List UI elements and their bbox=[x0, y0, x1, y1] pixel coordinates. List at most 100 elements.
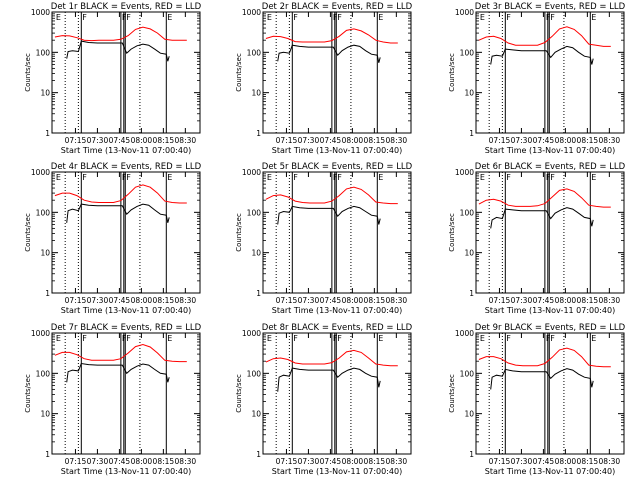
event-marker-label: F bbox=[293, 334, 298, 343]
series-line-events bbox=[277, 205, 381, 225]
event-marker-label: E bbox=[378, 13, 383, 22]
series-line-lld bbox=[54, 26, 187, 42]
y-axis-label: Counts/sec bbox=[235, 374, 243, 413]
y-tick-label: 10 bbox=[251, 89, 261, 98]
x-tick-label: 07:45 bbox=[109, 457, 131, 466]
plot-frame bbox=[262, 11, 412, 134]
event-marker-label: F bbox=[506, 173, 511, 182]
y-tick-label: 1000 bbox=[455, 8, 474, 17]
series-line-lld bbox=[54, 184, 187, 204]
y-tick-label: 1000 bbox=[455, 329, 474, 338]
x-tick-label: 07:15 bbox=[65, 136, 87, 145]
panel-title: Det 1r BLACK = Events, RED = LLD bbox=[51, 2, 202, 12]
series-line-lld bbox=[265, 349, 398, 367]
plot-frame bbox=[475, 332, 625, 455]
event-marker-label: F bbox=[126, 334, 131, 343]
x-tick-label: 07:45 bbox=[109, 296, 131, 305]
y-tick-label: 1 bbox=[45, 289, 50, 298]
panel-title: Det 9r BLACK = Events, RED = LLD bbox=[475, 323, 626, 333]
event-marker-label: E bbox=[378, 173, 383, 182]
series-line-lld bbox=[54, 343, 187, 363]
x-tick-label: 08:30 bbox=[386, 457, 408, 466]
event-marker-label: F bbox=[82, 334, 87, 343]
event-marker-label: F bbox=[506, 13, 511, 22]
x-axis-label: Start Time (13-Nov-11 07:00:40) bbox=[272, 467, 402, 476]
x-tick-label: 08:00 bbox=[342, 136, 364, 145]
x-tick-label: 07:30 bbox=[511, 296, 533, 305]
x-tick-label: 08:15 bbox=[153, 136, 175, 145]
series-line-events bbox=[66, 203, 170, 223]
panel-9: Det 9r BLACK = Events, RED = LLD 1 10 100 10… bbox=[448, 323, 626, 476]
panel-7: Det 7r BLACK = Events, RED = LLD 1 10 100 10… bbox=[24, 323, 202, 476]
event-marker-label: E bbox=[267, 334, 272, 343]
x-tick-label: 07:30 bbox=[298, 296, 320, 305]
x-tick-label: 07:45 bbox=[533, 136, 555, 145]
y-axis-label: Counts/sec bbox=[24, 53, 32, 92]
y-tick-label: 1 bbox=[256, 129, 261, 138]
plot-frame bbox=[51, 332, 201, 455]
panel-1: Det 1r BLACK = Events, RED = LLD 1 10 100 10… bbox=[24, 2, 202, 155]
series-line-lld bbox=[478, 347, 611, 368]
event-marker-label: F bbox=[333, 173, 338, 182]
x-tick-label: 07:15 bbox=[489, 457, 511, 466]
x-tick-label: 07:30 bbox=[511, 136, 533, 145]
series-line-lld bbox=[265, 186, 398, 205]
event-marker-label: F bbox=[333, 13, 338, 22]
y-tick-label: 100 bbox=[36, 369, 51, 378]
x-tick-label: 08:30 bbox=[599, 136, 621, 145]
x-tick-label: 08:00 bbox=[131, 457, 153, 466]
event-marker-label: F bbox=[122, 173, 127, 182]
y-tick-label: 10 bbox=[251, 249, 261, 258]
series-line-events bbox=[66, 362, 170, 383]
x-tick-label: 08:00 bbox=[342, 457, 364, 466]
x-tick-label: 07:45 bbox=[320, 457, 342, 466]
y-axis-label: Counts/sec bbox=[24, 213, 32, 252]
y-tick-label: 1 bbox=[469, 450, 474, 459]
x-tick-label: 07:45 bbox=[533, 457, 555, 466]
y-tick-label: 1000 bbox=[31, 329, 50, 338]
event-marker-label: F bbox=[337, 13, 342, 22]
x-tick-label: 08:15 bbox=[364, 457, 386, 466]
plot-frame bbox=[51, 171, 201, 294]
y-tick-label: 1000 bbox=[242, 329, 261, 338]
series-line-events bbox=[490, 45, 594, 65]
x-tick-label: 07:30 bbox=[298, 136, 320, 145]
plot-frame bbox=[475, 171, 625, 294]
y-tick-label: 1 bbox=[45, 129, 50, 138]
x-tick-label: 08:00 bbox=[131, 296, 153, 305]
x-tick-label: 08:30 bbox=[175, 457, 197, 466]
panel-title: Det 4r BLACK = Events, RED = LLD bbox=[51, 162, 202, 172]
y-axis-label: Counts/sec bbox=[235, 53, 243, 92]
event-marker-label: E bbox=[167, 13, 172, 22]
y-axis-label: Counts/sec bbox=[235, 213, 243, 252]
event-marker-label: F bbox=[122, 334, 127, 343]
event-marker-label: F bbox=[293, 173, 298, 182]
event-marker-label: F bbox=[122, 13, 127, 22]
event-marker-label: E bbox=[591, 173, 596, 182]
event-marker-label: F bbox=[546, 173, 551, 182]
y-tick-label: 100 bbox=[460, 208, 475, 217]
event-marker-label: E bbox=[591, 13, 596, 22]
event-marker-label: F bbox=[550, 334, 555, 343]
x-tick-label: 07:15 bbox=[276, 136, 298, 145]
y-tick-label: 1000 bbox=[31, 8, 50, 17]
plot-frame bbox=[475, 11, 625, 134]
x-axis-label: Start Time (13-Nov-11 07:00:40) bbox=[61, 467, 191, 476]
event-marker-label: F bbox=[546, 334, 551, 343]
panel-title: Det 7r BLACK = Events, RED = LLD bbox=[51, 323, 202, 333]
x-tick-label: 07:45 bbox=[320, 136, 342, 145]
x-tick-label: 08:00 bbox=[555, 136, 577, 145]
panel-title: Det 8r BLACK = Events, RED = LLD bbox=[262, 323, 413, 333]
panel-title: Det 3r BLACK = Events, RED = LLD bbox=[475, 2, 626, 12]
panel-title: Det 5r BLACK = Events, RED = LLD bbox=[262, 162, 413, 172]
x-axis-label: Start Time (13-Nov-11 07:00:40) bbox=[485, 146, 615, 155]
y-tick-label: 100 bbox=[36, 48, 51, 57]
event-marker-label: F bbox=[337, 173, 342, 182]
y-axis-label: Counts/sec bbox=[448, 213, 456, 252]
event-marker-label: E bbox=[480, 334, 485, 343]
x-tick-label: 08:15 bbox=[577, 296, 599, 305]
panel-6: Det 6r BLACK = Events, RED = LLD 1 10 100 10… bbox=[448, 162, 626, 315]
x-tick-label: 08:30 bbox=[175, 296, 197, 305]
x-tick-label: 08:15 bbox=[577, 136, 599, 145]
